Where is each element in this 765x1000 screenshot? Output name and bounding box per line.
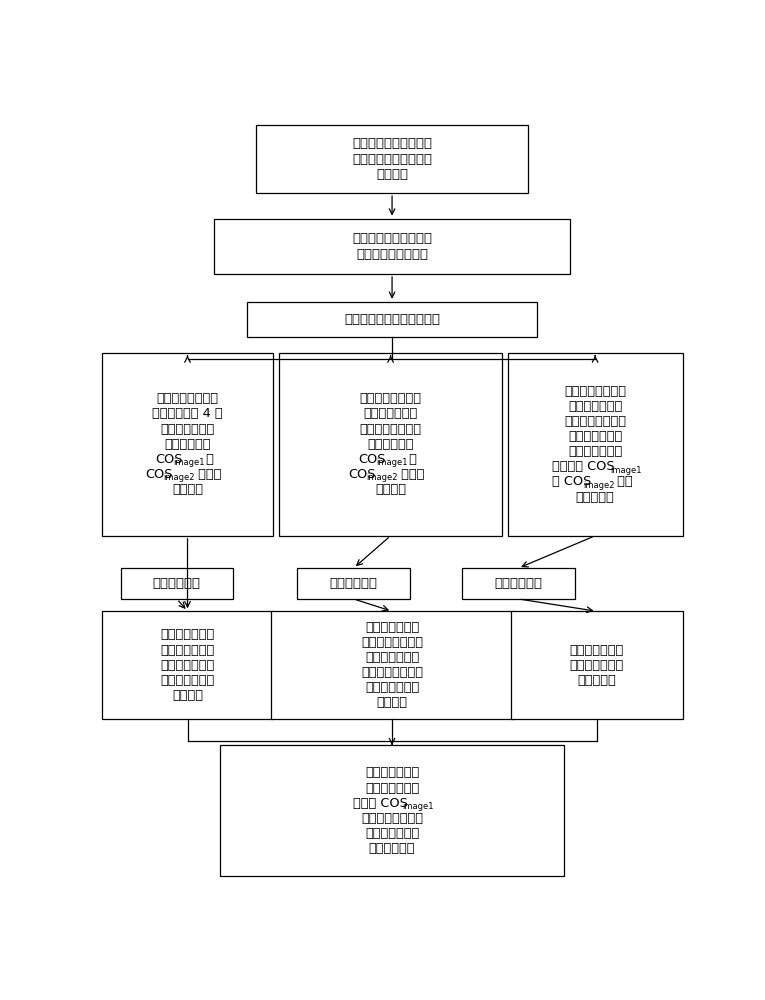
Bar <box>214 219 570 274</box>
Text: 对应关系: 对应关系 <box>172 483 203 496</box>
Text: 和: 和 <box>202 453 213 466</box>
Text: 手术移动骨块: 手术移动骨块 <box>494 577 542 590</box>
Text: 在骨块再次依序: 在骨块再次依序 <box>161 628 215 641</box>
Text: 之间的: 之间的 <box>397 468 425 481</box>
Text: 几何特征面法：在: 几何特征面法：在 <box>360 392 422 405</box>
Text: 定位阵列法：在骨: 定位阵列法：在骨 <box>564 385 626 398</box>
Text: 法、坐标变换，获: 法、坐标变换，获 <box>361 666 423 679</box>
Bar <box>297 568 410 599</box>
Text: 优化的面配准算: 优化的面配准算 <box>365 651 419 664</box>
Bar <box>121 568 233 599</box>
Text: image2: image2 <box>584 481 615 490</box>
Text: 关系保持相对静: 关系保持相对静 <box>568 445 622 458</box>
Bar <box>247 302 537 337</box>
Text: 骨块上扫描几何: 骨块上扫描几何 <box>363 407 418 420</box>
Bar <box>271 611 513 719</box>
Text: 的骨块进行图像分割和: 的骨块进行图像分割和 <box>352 153 432 166</box>
Text: COS: COS <box>358 453 386 466</box>
Bar <box>462 568 575 599</box>
Text: 骨块的空间位置: 骨块的空间位置 <box>569 644 623 657</box>
Text: 过坐标变换，获: 过坐标变换，获 <box>161 659 215 672</box>
Text: 三维模型在影像: 三维模型在影像 <box>365 782 419 795</box>
Text: 标志点法：在骨块: 标志点法：在骨块 <box>157 392 219 405</box>
Text: 得骨块新的空间: 得骨块新的空间 <box>365 681 419 694</box>
Text: 骨块坐标系对应关系的建立: 骨块坐标系对应关系的建立 <box>344 313 440 326</box>
Text: image1: image1 <box>173 458 204 467</box>
Text: 信息借由特制定: 信息借由特制定 <box>569 659 623 672</box>
Bar <box>511 611 682 719</box>
Text: 扫描已记录的几: 扫描已记录的几 <box>365 621 419 634</box>
Text: 上采集、标记 4 个: 上采集、标记 4 个 <box>152 407 223 420</box>
Text: 直观实时显示: 直观实时显示 <box>369 842 415 855</box>
Text: 手术移动骨块: 手术移动骨块 <box>330 577 377 590</box>
Text: 术前计划：对需要位移: 术前计划：对需要位移 <box>352 137 432 150</box>
Text: 列与骨块之间的: 列与骨块之间的 <box>568 430 622 443</box>
Text: 之间的: 之间的 <box>194 468 221 481</box>
Bar <box>220 745 564 876</box>
Text: 何特征面，经迭代: 何特征面，经迭代 <box>361 636 423 649</box>
Text: 对应关系: 对应关系 <box>375 483 406 496</box>
Text: 将患者的现实坐标系与: 将患者的现实坐标系与 <box>352 232 432 245</box>
Text: 手术移动骨块: 手术移动骨块 <box>153 577 201 590</box>
Text: 虚拟坐标系注册配准: 虚拟坐标系注册配准 <box>356 248 428 261</box>
Text: 和: 和 <box>405 453 417 466</box>
Text: 面点集，建立: 面点集，建立 <box>367 438 414 451</box>
Text: COS: COS <box>348 468 376 481</box>
Bar <box>102 611 273 719</box>
Text: 和 COS: 和 COS <box>552 475 591 488</box>
Text: image2: image2 <box>163 473 195 482</box>
Text: image1: image1 <box>376 458 408 467</box>
Text: 止，建立 COS: 止，建立 COS <box>552 460 615 473</box>
Text: image2: image2 <box>366 473 398 482</box>
Text: 实现骨块整体的: 实现骨块整体的 <box>365 827 419 840</box>
Text: 位置信息: 位置信息 <box>172 689 203 702</box>
Bar <box>102 353 273 536</box>
Text: 块上安装特制的: 块上安装特制的 <box>568 400 622 413</box>
Text: 坐标系 COS: 坐标系 COS <box>353 797 409 810</box>
Text: 面的点，建立: 面的点，建立 <box>164 438 211 451</box>
Text: 位阵列获得: 位阵列获得 <box>578 674 616 687</box>
Text: 的对应关系: 的对应关系 <box>576 491 614 504</box>
Text: 位置信息: 位置信息 <box>376 696 408 709</box>
Text: 特征面，记录特征: 特征面，记录特征 <box>360 423 422 436</box>
Bar <box>508 353 682 536</box>
Text: image1: image1 <box>610 466 642 475</box>
Text: 三维重建: 三维重建 <box>376 168 408 181</box>
Text: 下的位置和姿态，: 下的位置和姿态， <box>361 812 423 825</box>
Text: 采集标志点，通: 采集标志点，通 <box>161 644 215 657</box>
Text: 之间: 之间 <box>613 475 633 488</box>
Bar <box>256 125 529 193</box>
Text: 获得骨块对应的: 获得骨块对应的 <box>365 766 419 779</box>
Text: 得骨块新的空间: 得骨块新的空间 <box>161 674 215 687</box>
Text: COS: COS <box>145 468 173 481</box>
Bar <box>279 353 502 536</box>
Text: 定位阵列，定位阵: 定位阵列，定位阵 <box>564 415 626 428</box>
Text: COS: COS <box>155 453 182 466</box>
Text: image1: image1 <box>402 802 434 811</box>
Text: 以上不在同一平: 以上不在同一平 <box>161 423 215 436</box>
